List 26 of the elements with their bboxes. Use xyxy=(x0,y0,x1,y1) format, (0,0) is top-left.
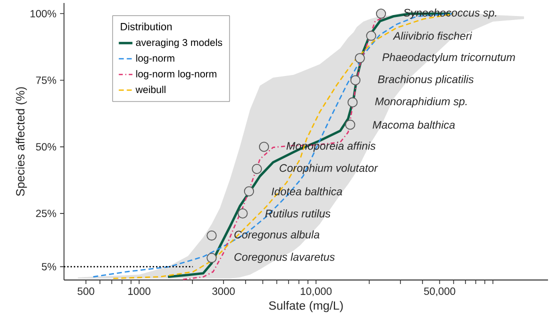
annotation: Corophium volutator xyxy=(280,164,378,174)
y-tick-label: 100% xyxy=(30,10,56,18)
x-tick-label: 50,000 xyxy=(424,288,456,296)
x-tick-label: 500 xyxy=(78,288,94,295)
annotation: Brachionus plicatilis xyxy=(378,75,474,86)
legend-label: averaging 3 models xyxy=(136,38,222,48)
y-tick-label: 75% xyxy=(36,76,56,84)
y-tick-label: 25% xyxy=(36,210,56,218)
annotation: Aliivibrio fischeri xyxy=(392,32,472,40)
annotation: Rutilus rutilus xyxy=(265,209,330,218)
legend-label: weibull xyxy=(136,86,166,94)
legend-label: log-norm log-norm xyxy=(136,70,216,80)
x-axis-title: Sulfate (mg/L) xyxy=(269,301,343,312)
x-tick-label: 3000 xyxy=(212,288,235,295)
legend-title: Distribution xyxy=(120,22,172,30)
annotation: Idotea balthica xyxy=(272,187,342,196)
annotation: Coregonus lavaretus xyxy=(234,252,335,263)
x-tick-label: 10,000 xyxy=(300,288,332,296)
annotation: Monoraphidium sp. xyxy=(375,97,467,108)
annotation: Macoma balthica xyxy=(372,120,455,129)
y-tick-label: 5% xyxy=(42,263,56,270)
annotation: Phaeodactylum tricornutum xyxy=(382,53,515,64)
legend-label: log-norm xyxy=(136,54,174,64)
x-tick-label: 1000 xyxy=(128,288,150,295)
y-axis-title: Species affected (%) xyxy=(16,87,27,196)
y-tick-label: 50% xyxy=(36,143,56,151)
